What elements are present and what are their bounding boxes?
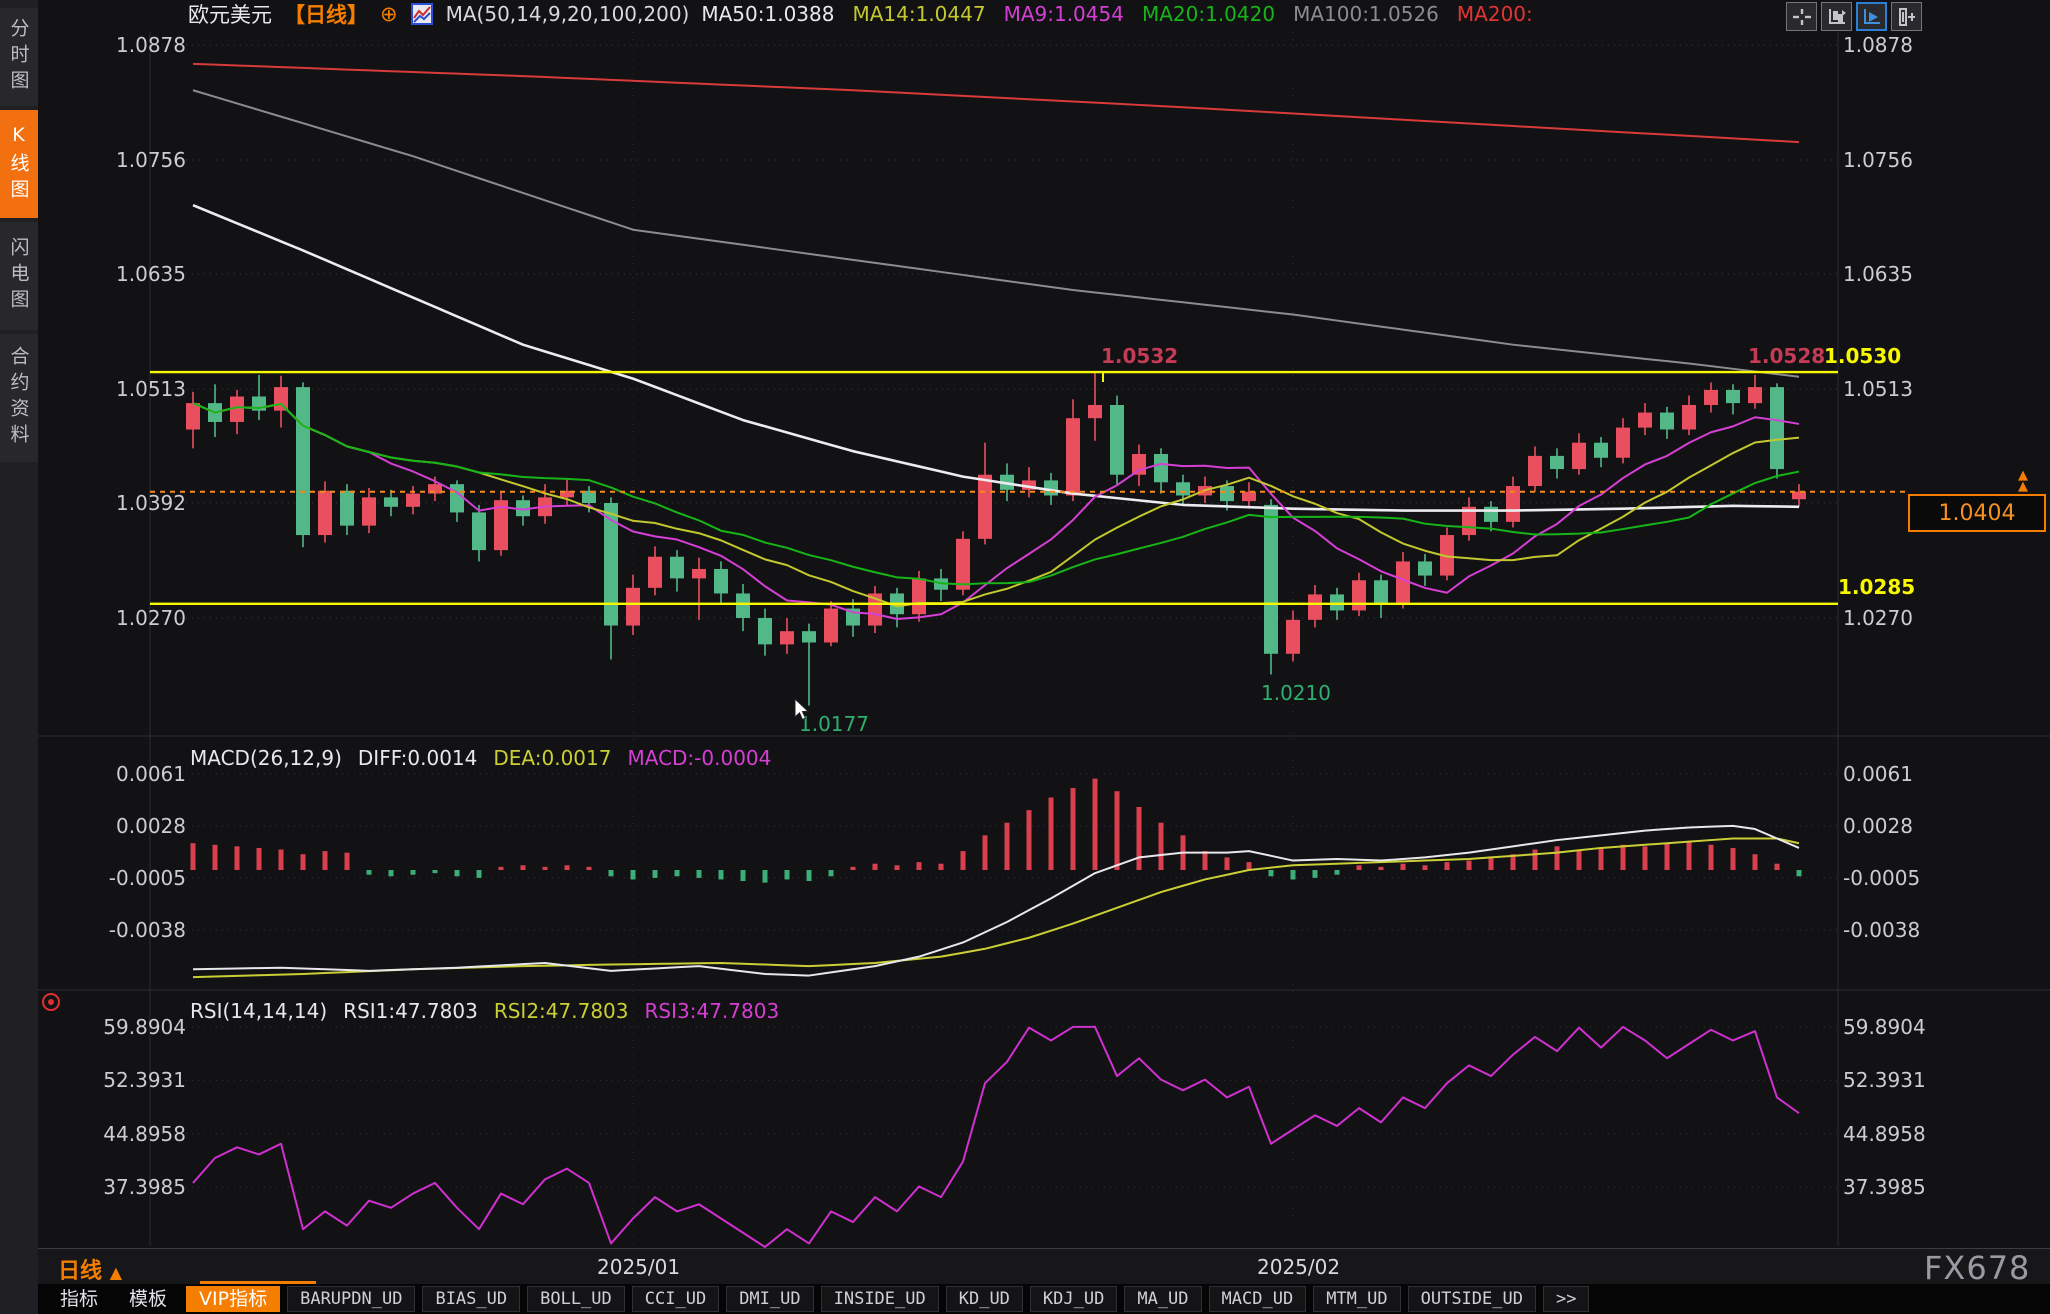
current-price-badge: 1.0404 — [1908, 494, 2046, 532]
add-compare-icon[interactable]: ⊕ — [380, 2, 398, 26]
triangle-up-icon: ▲ — [109, 1263, 122, 1282]
level-label: 1.0530 — [1824, 344, 1902, 368]
bar-offset-icon[interactable] — [1891, 2, 1922, 31]
rsi2-value: RSI2:47.7803 — [493, 999, 629, 1023]
price-tick-left: 1.0635 — [116, 262, 186, 286]
indicator-tab[interactable]: OUTSIDE_UD — [1407, 1286, 1536, 1312]
symbol-name: 欧元美元 — [188, 3, 272, 27]
legend-ma100: MA100:1.0526 — [1293, 2, 1439, 26]
macd-tick-left: 0.0061 — [116, 761, 186, 786]
sidebar-tab-2[interactable]: K线图 — [0, 110, 38, 218]
sidebar-tab-1[interactable]: 分时图 — [0, 8, 38, 106]
price-tick-left: 1.0392 — [116, 491, 186, 515]
macd-tick-right: 0.0061 — [1843, 761, 1913, 786]
level-label: 1.0528 — [1748, 344, 1826, 368]
macd-title: MACD(26,12,9) — [190, 746, 342, 770]
level-label: 1.0532 — [1101, 344, 1179, 368]
indicator-tab[interactable]: MTM_UD — [1313, 1286, 1401, 1312]
level-label: 1.0285 — [1838, 574, 1916, 599]
legend-ma9: MA9:1.0454 — [1003, 2, 1124, 26]
rsi-panel-header: RSI(14,14,14) RSI1:47.7803 RSI2:47.7803 … — [190, 999, 779, 1023]
price-tick-right: 1.0270 — [1843, 605, 1913, 630]
rsi-tick-left: 52.3931 — [103, 1068, 186, 1093]
macd-tick-left: -0.0005 — [108, 865, 186, 890]
price-tick-right: 1.0756 — [1843, 147, 1913, 172]
rsi-tick-right: 37.3985 — [1843, 1175, 1926, 1200]
x-axis-label: 2025/02 — [1257, 1255, 1341, 1279]
indicator-tab[interactable]: MA_UD — [1124, 1286, 1202, 1312]
marker-target-icon[interactable] — [42, 993, 60, 1011]
indicator-tab[interactable]: KDJ_UD — [1029, 1286, 1118, 1312]
indicator-tab[interactable]: VIP指标 — [186, 1286, 281, 1312]
macd-value: MACD:-0.0004 — [627, 746, 772, 770]
rsi-title: RSI(14,14,14) — [190, 999, 328, 1023]
ma-legend: MA50:1.0388 MA14:1.0447 MA9:1.0454 MA20:1.0… — [701, 2, 1532, 26]
rsi1-value: RSI1:47.7803 — [343, 999, 478, 1023]
indicator-tab[interactable]: BARUPDN_UD — [287, 1286, 416, 1312]
rsi-tick-right: 44.8958 — [1843, 1121, 1926, 1146]
rsi3-value: RSI3:47.7803 — [644, 999, 780, 1023]
auto-scale-icon[interactable] — [1856, 2, 1887, 31]
low-price-label: 1.0177 — [799, 711, 869, 736]
macd-tick-left: -0.0038 — [108, 917, 186, 942]
x-axis-label: 2025/01 — [597, 1255, 681, 1279]
macd-tick-right: -0.0038 — [1843, 917, 1921, 942]
indicator-tab[interactable]: 模板 — [129, 1288, 168, 1310]
indicator-tab[interactable]: BIAS_UD — [422, 1286, 521, 1312]
indicator-tab[interactable]: DMI_UD — [726, 1286, 814, 1312]
macd-tick-right: -0.0005 — [1843, 865, 1921, 890]
indicator-tab[interactable]: INSIDE_UD — [820, 1286, 939, 1312]
rsi-tick-left: 44.8958 — [103, 1121, 186, 1146]
mouse-cursor-icon — [794, 698, 810, 721]
sidebar-tab-4[interactable]: 合约资料 — [0, 334, 38, 462]
rsi-tick-right: 52.3931 — [1843, 1068, 1926, 1093]
macd-panel-header: MACD(26,12,9) DIFF:0.0014 DEA:0.0017 MAC… — [190, 746, 771, 770]
legend-ma20: MA20:1.0420 — [1141, 2, 1276, 26]
indicator-tab[interactable]: BOLL_UD — [527, 1286, 625, 1312]
price-up-arrows-icon: ▲ ▲ — [2018, 468, 2028, 494]
price-tick-left: 1.0756 — [116, 147, 186, 172]
rsi-tick-left: 37.3985 — [103, 1175, 186, 1200]
indicator-tab[interactable]: MACD_UD — [1208, 1286, 1307, 1312]
price-tick-right: 1.0878 — [1843, 33, 1913, 57]
timeframe-tag: 【日线】 — [284, 3, 368, 27]
indicator-tab[interactable]: >> — [1542, 1286, 1590, 1312]
chart-toolbar — [1786, 2, 1922, 31]
macd-tick-left: 0.0028 — [116, 813, 186, 838]
indicator-tab[interactable]: 指标 — [60, 1288, 99, 1310]
move-crosshair-icon[interactable] — [1786, 2, 1817, 31]
mini-chart-icon[interactable] — [410, 2, 434, 26]
rsi-tick-right: 59.8904 — [1843, 1015, 1926, 1039]
brand-watermark: FX678 — [1924, 1249, 2031, 1287]
legend-ma50: MA50:1.0388 — [701, 2, 835, 26]
ma-settings-label: MA(50,14,9,20,100,200) — [445, 2, 690, 26]
macd-dea-value: DEA:0.0017 — [493, 746, 612, 770]
legend-ma200: MA200: — [1456, 2, 1533, 26]
legend-ma14: MA14:1.0447 — [852, 2, 986, 26]
price-tick-left: 1.0513 — [116, 376, 186, 401]
low-price-label: 1.0210 — [1261, 680, 1331, 705]
x-axis-strip: 日线 ▲ FX678 2025/01 2025/02 — [38, 1248, 2050, 1287]
price-tick-left: 1.0878 — [116, 33, 186, 57]
price-tick-right: 1.0635 — [1843, 262, 1913, 286]
active-tab-indicator — [200, 1281, 316, 1284]
sidebar-tab-3[interactable]: 闪电图 — [0, 222, 38, 330]
macd-diff-value: DIFF:0.0014 — [357, 746, 478, 770]
rsi-tick-left: 59.8904 — [103, 1015, 186, 1039]
indicator-tab[interactable]: CCI_UD — [631, 1286, 720, 1312]
indicator-tab-bar: 指标 模板 VIP指标 BARUPDN_UD BIAS_UD BOLL_UD CCI_UD D… — [38, 1284, 2050, 1314]
timeframe-selector[interactable]: 日线 ▲ — [58, 1259, 122, 1284]
candle-scale-icon[interactable] — [1821, 2, 1852, 31]
left-sidebar: 分时图 K线图闪电图合约资料 — [0, 0, 38, 1314]
price-tick-left: 1.0270 — [116, 605, 186, 630]
price-tick-right: 1.0513 — [1843, 376, 1913, 401]
chart-header: 欧元美元 【日线】 ⊕ MA(50,14,9,20,100,200) MA50:… — [188, 0, 1533, 28]
macd-tick-right: 0.0028 — [1843, 813, 1913, 838]
indicator-tab[interactable]: KD_UD — [945, 1286, 1023, 1312]
